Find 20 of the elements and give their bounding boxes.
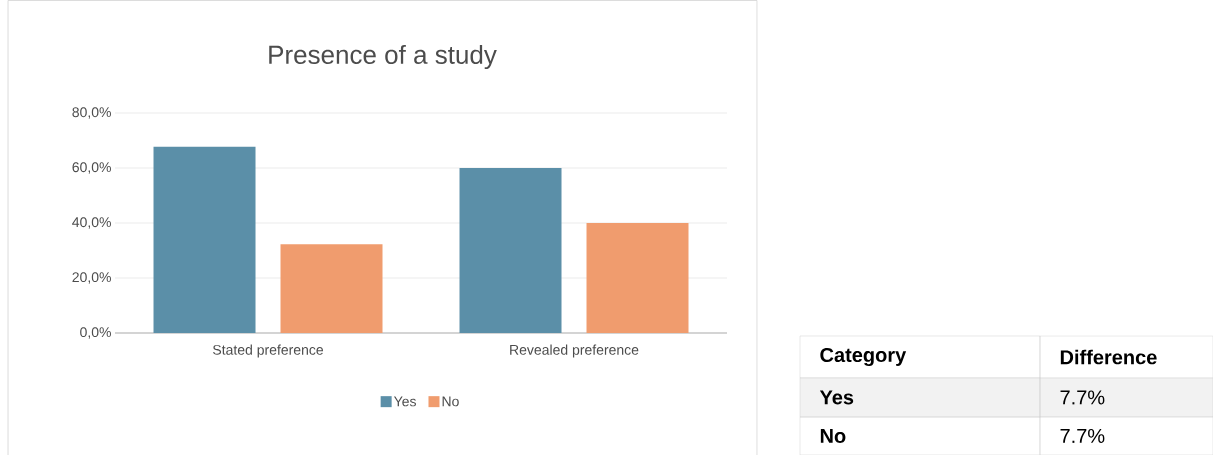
text: Difference [1060,349,1157,365]
x-tick-label: Stated preference [213,344,324,358]
text: No [820,429,846,443]
legend-label: No [442,396,459,407]
y-tick-label: 60,0% [72,162,111,174]
chart-title: Presence of a study [269,44,497,70]
x-tick-label: Revealed preference [510,344,639,358]
bar [459,167,562,333]
y-tick-label: 20,0% [72,272,111,284]
bar [153,146,256,333]
bar [280,244,383,333]
text: Yes [819,390,854,405]
y-tick-label: 0,0% [80,327,111,339]
y-tick-label: 40,0% [72,217,111,229]
bar [586,222,689,333]
text: 7.7% [1060,390,1105,405]
legend-label: Yes [393,396,416,407]
text: 7.7% [1060,428,1105,443]
text: Category [820,347,907,367]
y-tick-label: 80,0% [72,107,111,119]
